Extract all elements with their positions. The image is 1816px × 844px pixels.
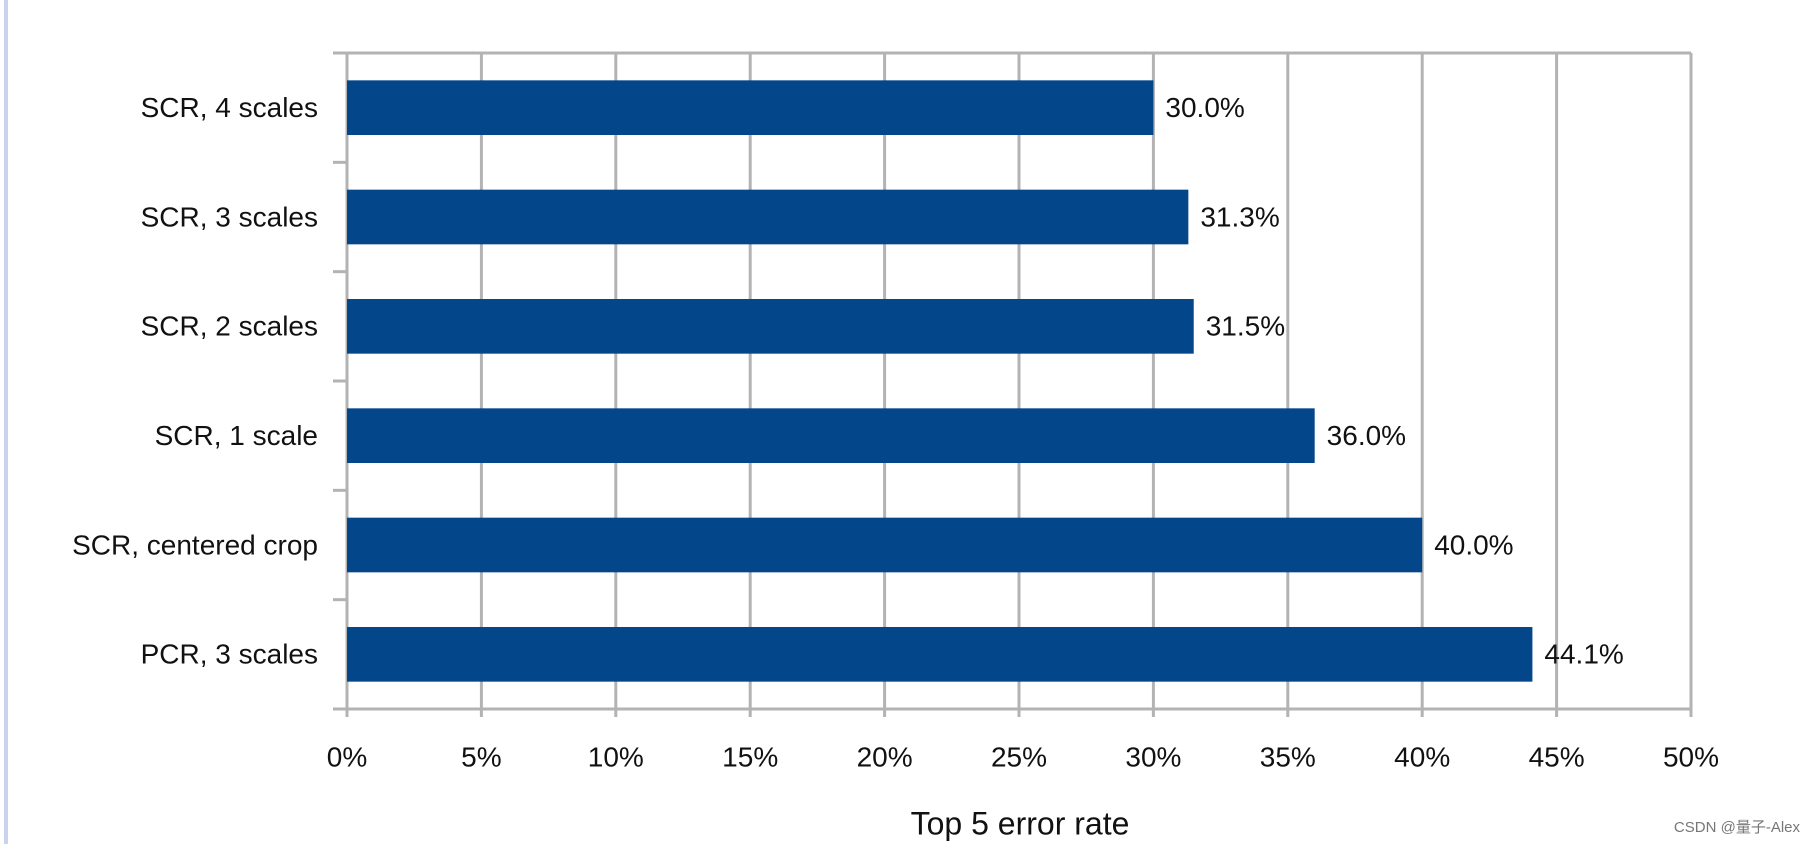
bar xyxy=(347,408,1315,463)
x-tick-label: 0% xyxy=(327,741,367,772)
x-axis-title: Top 5 error rate xyxy=(911,805,1130,841)
y-tick-label: SCR, centered crop xyxy=(72,529,318,560)
y-tick-label: PCR, 3 scales xyxy=(141,639,318,670)
x-tick-label: 30% xyxy=(1125,741,1181,772)
x-tick-label: 35% xyxy=(1260,741,1316,772)
bar xyxy=(347,80,1154,135)
x-tick-label: 5% xyxy=(461,741,501,772)
bar xyxy=(347,517,1423,573)
value-label: 30.0% xyxy=(1165,92,1244,123)
y-tick-label: SCR, 4 scales xyxy=(141,92,318,123)
value-label: 36.0% xyxy=(1327,420,1406,451)
x-tick-label: 25% xyxy=(991,741,1047,772)
value-label: 31.3% xyxy=(1200,201,1279,232)
y-tick-label: SCR, 3 scales xyxy=(141,201,318,232)
x-tick-label: 45% xyxy=(1529,741,1585,772)
bar xyxy=(347,299,1194,354)
y-tick-label: SCR, 1 scale xyxy=(155,420,318,451)
value-label: 44.1% xyxy=(1544,639,1623,670)
bar xyxy=(347,189,1189,245)
left-border xyxy=(4,0,8,844)
y-tick-label: SCR, 2 scales xyxy=(141,311,318,342)
x-tick-label: 50% xyxy=(1663,741,1719,772)
value-label: 40.0% xyxy=(1434,529,1513,560)
value-label: 31.5% xyxy=(1206,311,1285,342)
x-tick-label: 10% xyxy=(588,741,644,772)
x-tick-label: 15% xyxy=(722,741,778,772)
watermark: CSDN @量子-Alex xyxy=(1674,819,1801,836)
bar xyxy=(347,627,1533,682)
x-tick-label: 40% xyxy=(1394,741,1450,772)
x-tick-label: 20% xyxy=(857,741,913,772)
